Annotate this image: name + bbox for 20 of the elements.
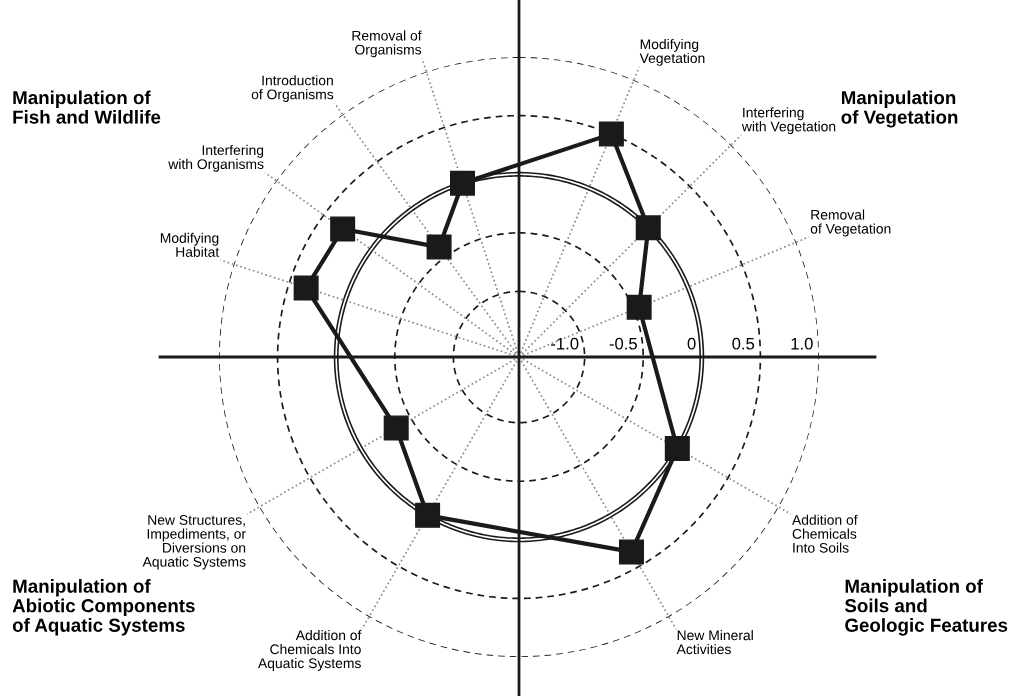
spoke-label: Removal of Organisms: [352, 30, 422, 58]
spoke-label: Introduction of Organisms: [251, 75, 334, 103]
y-tick-label: 0.5: [732, 337, 755, 350]
y-tick-label: -1.0: [551, 337, 579, 350]
y-tick-label: 0: [687, 337, 696, 350]
spoke-label: New Mineral Activities: [676, 630, 753, 655]
spoke-label: Removal of Vegetation: [810, 209, 891, 237]
text: Manipulation of Fish and Wildlife: [13, 90, 161, 124]
spoke-label: Modifying Vegetation: [639, 38, 705, 66]
spoke-label: Interfering with Vegetation: [741, 107, 836, 135]
y-tick-label: -0.5: [609, 337, 637, 350]
spoke-label: New Structures, Impediments, or Diversions on Aquatic Systems: [142, 515, 246, 570]
text: Manipulation of Abiotic Components of Aquatic Systems: [12, 579, 195, 636]
spoke-label: Addition of Chemicals Into Aquatic Systems: [257, 630, 362, 671]
spoke-label: Interfering with Organisms: [168, 144, 264, 172]
text: Manipulation of Soils and Geologic Features: [844, 579, 1008, 636]
text: Manipulation of Vegetation: [841, 90, 958, 128]
spoke-label: Modifying Habitat: [160, 232, 220, 257]
y-tick-label: 1.0: [791, 337, 813, 350]
spoke-label: Addition of Chemicals Into Soils: [792, 514, 858, 553]
